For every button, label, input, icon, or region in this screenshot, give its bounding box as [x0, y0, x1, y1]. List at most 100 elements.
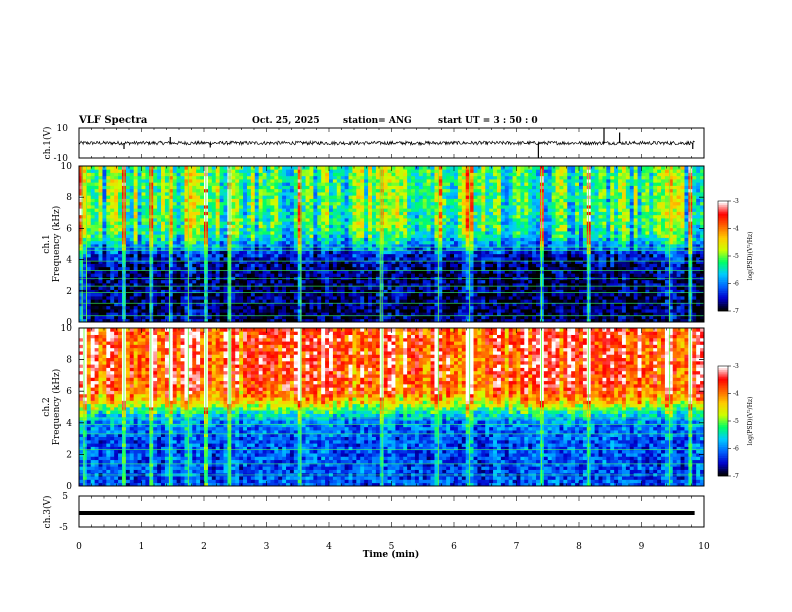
spectrogram-cell — [90, 296, 96, 300]
spectrogram-cell — [454, 205, 459, 209]
spectrogram-cell — [305, 201, 310, 206]
spectrogram-cell — [297, 318, 303, 323]
spectrogram-cell — [371, 263, 377, 268]
spectrogram-cell — [231, 273, 236, 277]
spectrogram-cell — [207, 263, 213, 268]
spectrogram-cell — [352, 182, 357, 186]
spectrogram-cell — [356, 253, 361, 258]
spectrogram-cell — [192, 201, 197, 206]
spectrogram-cell — [336, 179, 342, 183]
spectrogram-cell — [348, 198, 353, 203]
spectrogram-cell — [184, 263, 189, 268]
spectrogram-cell — [223, 175, 228, 180]
spectrogram-cell — [243, 172, 248, 177]
spectrogram-cell — [329, 208, 334, 212]
spectrogram-cell — [137, 192, 142, 196]
spectrogram-cell — [270, 224, 275, 229]
spectrogram-cell — [137, 263, 142, 268]
spectrogram-cell — [286, 250, 291, 255]
spectrogram-cell — [129, 198, 135, 203]
spectrogram-cell — [297, 279, 303, 284]
spectrogram-cell — [196, 292, 201, 297]
spectrogram-cell — [438, 315, 443, 320]
spectrogram-cell — [387, 201, 392, 206]
spectrogram-cell — [364, 211, 369, 216]
spectrogram-cell — [313, 250, 318, 255]
spectrogram-cell — [164, 195, 170, 199]
spectrogram-cell — [282, 302, 287, 307]
spectrogram-cell — [86, 166, 92, 170]
spectrogram-cell — [375, 188, 381, 193]
spectrogram-cell — [403, 257, 408, 261]
spectrogram-cell — [442, 257, 447, 261]
spectrogram-cell — [344, 208, 349, 212]
spectrogram-cell — [231, 279, 236, 284]
spectrogram-cell — [352, 273, 357, 277]
spectrogram-cell — [149, 296, 154, 300]
spectrogram-cell — [207, 201, 213, 206]
spectrogram-cell — [438, 286, 443, 290]
spectrogram-cell — [446, 266, 451, 271]
spectrogram-cell — [141, 166, 146, 170]
spectrogram-cell — [137, 227, 142, 232]
spectrogram-cell — [336, 224, 342, 229]
spectrogram-cell — [168, 172, 174, 177]
spectrogram-cell — [332, 240, 338, 245]
spectrogram-cell — [352, 221, 357, 225]
spectrogram-cell — [360, 172, 365, 177]
spectrogram-cell — [368, 211, 373, 216]
spectrogram-cell — [231, 169, 236, 173]
spectrogram-cell — [473, 244, 478, 248]
spectrogram-cell — [426, 289, 431, 294]
spectrogram-cell — [293, 312, 299, 316]
spectrogram-cell — [371, 260, 377, 264]
spectrogram-cell — [407, 231, 412, 235]
spectrogram-cell — [207, 218, 213, 222]
spectrogram-cell — [129, 257, 135, 261]
spectrogram-cell — [383, 283, 388, 287]
spectrogram-cell — [407, 179, 412, 183]
spectrogram-cell — [426, 205, 431, 209]
spectrogram-cell — [188, 231, 193, 235]
spectrogram-cell — [465, 227, 471, 232]
spectrogram-cell — [301, 182, 306, 186]
spectrogram-cell — [426, 296, 431, 300]
spectrogram-cell — [286, 224, 291, 229]
spectrogram-cell — [305, 211, 310, 216]
spectrogram-cell — [172, 286, 178, 290]
spectrogram-cell — [446, 182, 451, 186]
spectrogram-cell — [278, 231, 283, 235]
spectrogram-cell — [274, 224, 279, 229]
spectrogram-cell — [141, 208, 146, 212]
spectrogram-cell — [79, 231, 84, 235]
spectrogram-cell — [246, 201, 252, 206]
spectrogram-cell — [332, 195, 338, 199]
spectrogram-cell — [106, 312, 111, 316]
spectrogram-cell — [356, 263, 361, 268]
spectrogram-cell — [286, 296, 291, 300]
spectrogram-cell — [395, 250, 400, 255]
spectrogram-cell — [153, 240, 158, 245]
spectrogram-cell — [184, 237, 189, 242]
spectrogram-cell — [180, 227, 185, 232]
spectrogram-cell — [465, 185, 471, 190]
spectrogram-cell — [282, 289, 287, 294]
spectrogram-cell — [414, 201, 420, 206]
spectrogram-cell — [258, 195, 263, 199]
spectrogram-cell — [172, 247, 178, 251]
spectrogram-cell — [399, 270, 404, 274]
spectrogram-cell — [329, 305, 334, 310]
spectrogram-cell — [399, 227, 404, 232]
spectrogram-cell — [239, 283, 244, 287]
spectrogram-cell — [450, 224, 455, 229]
spectrogram-cell — [446, 172, 451, 177]
spectrogram-cell — [168, 318, 174, 323]
spectrogram-cell — [403, 205, 408, 209]
spectrogram-cell — [348, 273, 353, 277]
spectrogram-cell — [114, 286, 119, 290]
spectrogram-cell — [450, 231, 455, 235]
spectrogram-cell — [454, 250, 459, 255]
spectrogram-cell — [348, 192, 353, 196]
spectrogram-cell — [364, 266, 369, 271]
spectrogram-cell — [184, 218, 189, 222]
